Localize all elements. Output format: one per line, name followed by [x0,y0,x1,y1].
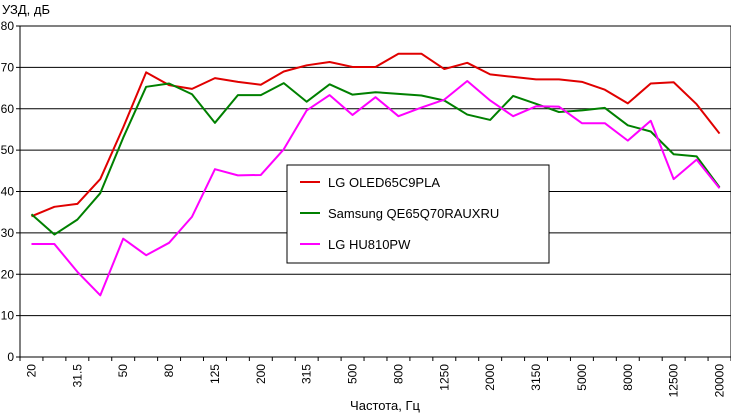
y-axis-title: УЗД, дБ [2,2,50,17]
y-tick-label: 0 [7,350,14,364]
x-tick-label: 80 [162,364,176,378]
legend: LG OLED65C9PLA Samsung QE65Q70RAUXRU LG HU… [286,164,550,264]
series-line [30,82,721,236]
series-line [31,52,721,218]
y-axis: 0 10 20 30 40 50 60 70 80 [1,19,20,364]
y-tick-label: 70 [1,60,15,74]
y-tick-label: 50 [1,143,15,157]
y-tick-label: 10 [1,309,15,323]
x-tick-label: 31.5 [70,364,84,388]
series-line [31,80,721,297]
x-tick-label: 5000 [575,364,589,391]
legend-box [286,164,550,264]
x-tick-label: 1250 [437,364,451,391]
x-axis: 20 31.5 50 80 125 200 315 500 800 1250 2000 3150 500… [19,357,731,398]
y-tick-label: 60 [1,102,15,116]
x-tick-label: 50 [116,364,130,378]
x-tick-label: 2000 [483,364,497,391]
legend-label: LG HU810PW [328,237,411,252]
legend-label: Samsung QE65Q70RAUXRU [328,206,499,221]
x-tick-label: 3150 [529,364,543,391]
x-tick-label: 12500 [667,364,681,398]
x-tick-label: 20000 [713,364,727,398]
x-tick-label: 125 [208,364,222,384]
x-tick-label: 8000 [621,364,635,391]
x-tick-label: 20 [24,364,38,378]
legend-label: LG OLED65C9PLA [328,175,440,190]
x-tick-label: 200 [254,364,268,384]
x-axis-title: Частота, Гц [350,398,420,413]
y-tick-label: 20 [1,267,15,281]
x-tick-label: 315 [300,364,314,384]
y-tick-label: 40 [1,185,15,199]
y-tick-label: 80 [1,19,15,33]
y-tick-label: 30 [1,226,15,240]
x-tick-label: 500 [346,364,360,384]
series-lines [30,52,721,297]
x-tick-label: 800 [391,364,405,384]
